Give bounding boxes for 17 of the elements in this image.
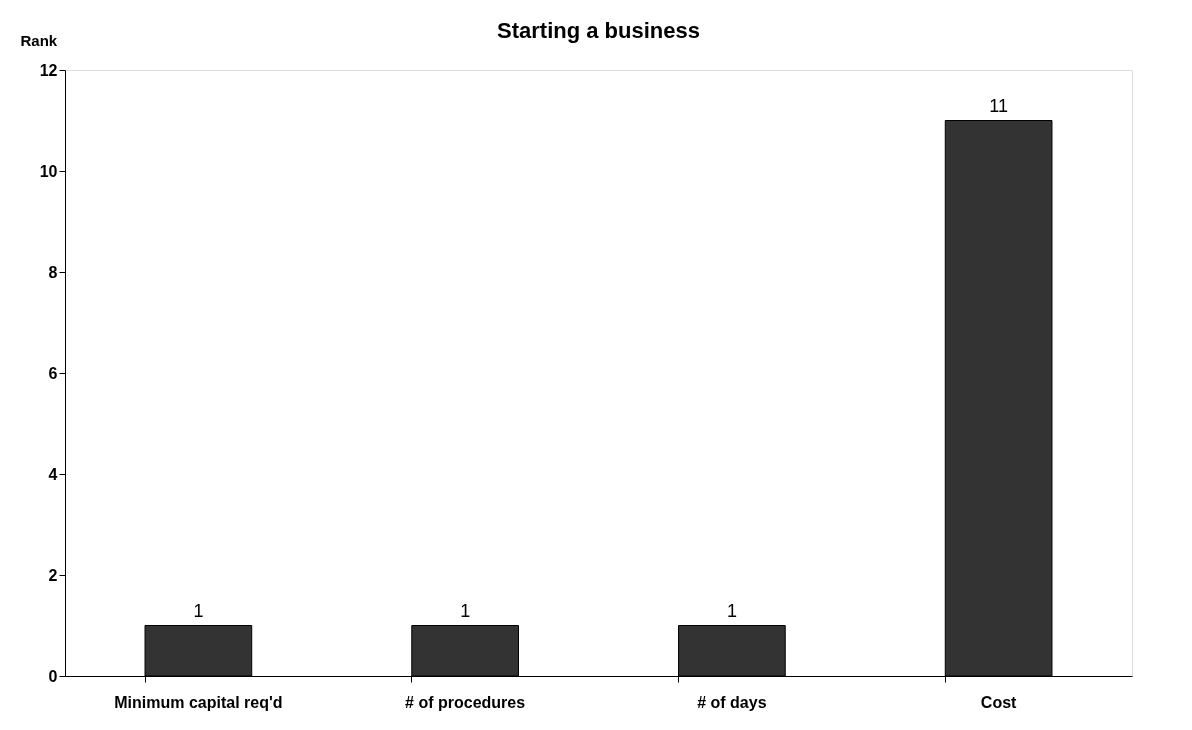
data-label: 11 xyxy=(989,95,1008,116)
data-label: 1 xyxy=(726,600,737,621)
x-tick-label: Minimum capital req'd xyxy=(114,693,283,711)
data-label: 1 xyxy=(193,600,204,621)
x-tick-label: # of days xyxy=(697,693,767,711)
x-tick-label: # of procedures xyxy=(405,693,526,711)
y-tick-label: 12 xyxy=(39,61,58,79)
y-tick-label: 8 xyxy=(48,263,58,281)
y-tick-label: 0 xyxy=(48,667,58,685)
y-tick-label: 6 xyxy=(48,364,58,382)
chart-title: Starting a business xyxy=(497,18,700,43)
x-tick-label: Cost xyxy=(980,693,1018,711)
y-tick-label: 2 xyxy=(48,566,58,584)
y-tick-label: 4 xyxy=(48,465,58,483)
y-axis-title: Rank xyxy=(20,31,58,49)
data-label: 1 xyxy=(460,600,471,621)
y-tick-label: 10 xyxy=(39,162,58,180)
